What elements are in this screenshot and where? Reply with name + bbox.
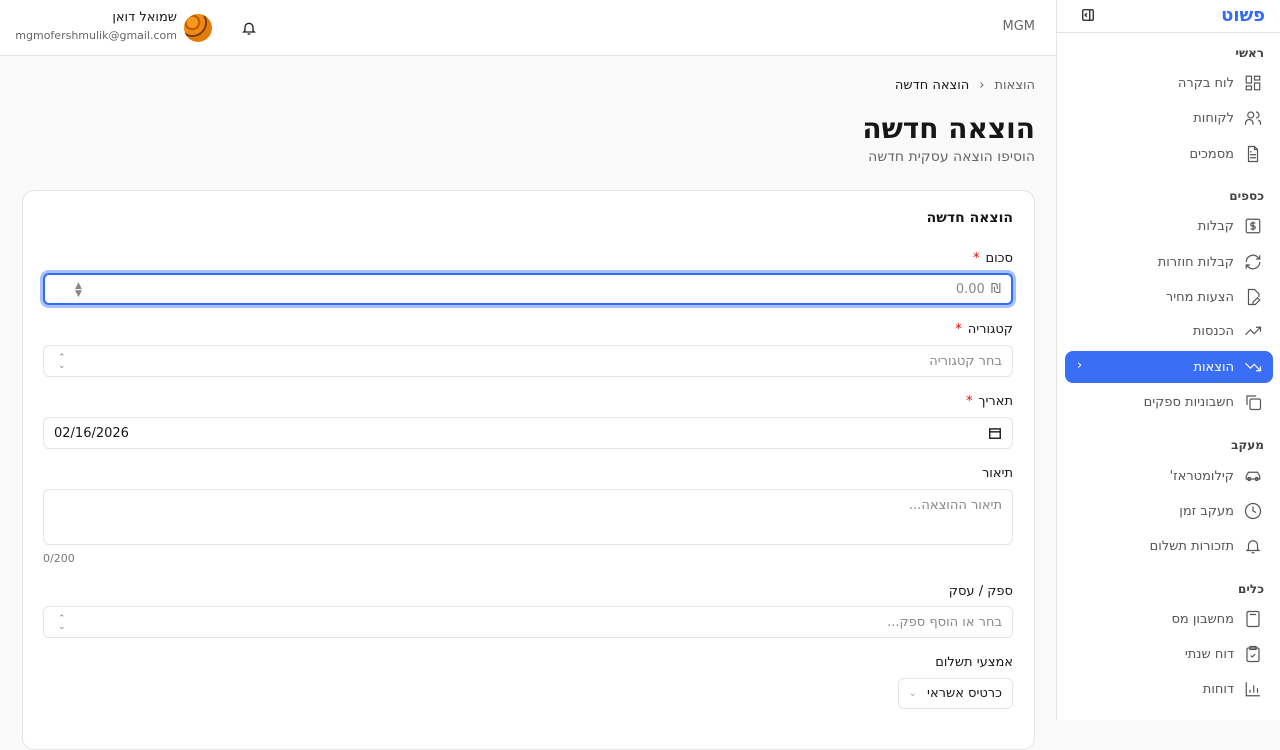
- sidebar-item[interactable]: הצעות מחיר: [1065, 281, 1273, 313]
- clipboard-check-icon: [1244, 645, 1262, 663]
- breadcrumb-current: הוצאה חדשה: [894, 78, 970, 93]
- calculator-icon: [1244, 610, 1262, 628]
- chevron-left-icon: ‹: [1077, 358, 1083, 373]
- sidebar-item[interactable]: קילומטראז': [1065, 460, 1273, 492]
- trending-down-icon: [1244, 358, 1262, 376]
- car-icon: [1244, 467, 1262, 485]
- category-label: קטגוריה*: [955, 322, 1013, 337]
- dashboard-icon: [1244, 74, 1262, 92]
- users-icon: [1244, 109, 1262, 127]
- category-select[interactable]: בחר קטגוריה ⌃ ⌄: [43, 345, 1013, 377]
- page-title: הוצאה חדשה: [862, 112, 1035, 145]
- brand-label: MGM: [1002, 19, 1035, 34]
- sidebar-item-label: תזכורות תשלום: [1149, 538, 1234, 554]
- sidebar-item-label: קבלות חוזרות: [1157, 254, 1234, 270]
- sidebar-item-label: חשבוניות ספקים: [1143, 394, 1234, 410]
- sidebar-item[interactable]: לוח בקרה: [1065, 67, 1273, 99]
- sidebar-item[interactable]: מחשבון מס: [1065, 603, 1273, 635]
- file-text-icon: [1244, 145, 1262, 163]
- sidebar-item-label: הוצאות: [1193, 359, 1234, 375]
- sidebar-section-title: מעקב: [1231, 438, 1264, 452]
- sidebar-item-label: לקוחות: [1193, 110, 1234, 126]
- avatar[interactable]: [184, 14, 212, 42]
- calendar-icon[interactable]: [988, 426, 1002, 440]
- clock-icon: [1244, 502, 1262, 520]
- chevron-left-icon: ‹: [979, 78, 985, 93]
- sidebar-item[interactable]: מעקב זמן: [1065, 495, 1273, 527]
- description-textarea[interactable]: תיאור ההוצאה...: [43, 489, 1013, 545]
- user-email: mgmofershmulik@gmail.com: [15, 29, 177, 42]
- copy-icon: [1244, 393, 1262, 411]
- expense-form-card: הוצאה חדשה סכום* ₪ 0.00 ▲ ▼ קטגוריה* בחר …: [22, 190, 1035, 750]
- sidebar-item[interactable]: תזכורות תשלום: [1065, 530, 1273, 562]
- amount-input[interactable]: ₪ 0.00 ▲ ▼: [43, 273, 1013, 305]
- sidebar-item-label: קבלות: [1197, 218, 1234, 234]
- date-label: תאריך*: [966, 394, 1013, 409]
- sidebar-item[interactable]: הכנסות: [1065, 315, 1273, 347]
- currency-symbol: ₪: [990, 281, 1001, 297]
- sidebar-item[interactable]: קבלות חוזרות: [1065, 246, 1273, 278]
- description-label: תיאור: [981, 466, 1013, 481]
- character-counter: 0/200: [43, 552, 75, 565]
- sidebar-item[interactable]: דוחות: [1065, 673, 1273, 705]
- sidebar-section-title: ראשי: [1235, 46, 1264, 60]
- sidebar-section-title: כספים: [1229, 189, 1264, 203]
- sidebar-item-label: מסמכים: [1189, 146, 1234, 162]
- sidebar-item[interactable]: מסמכים: [1065, 138, 1273, 170]
- trending-up-icon: [1244, 322, 1262, 340]
- sidebar-section-title: כלים: [1238, 582, 1264, 596]
- sidebar-item-label: לוח בקרה: [1177, 75, 1234, 91]
- chevrons-up-down-icon: ⌃ ⌄: [58, 353, 66, 371]
- vendor-label: ספק / עסק: [948, 584, 1013, 599]
- date-input[interactable]: 02/16/2026: [43, 417, 1013, 449]
- breadcrumb: הוצאות ‹ הוצאה חדשה: [895, 78, 1035, 93]
- sidebar-item[interactable]: דוח שנתי: [1065, 638, 1273, 670]
- refresh-icon: [1244, 253, 1262, 271]
- card-title: הוצאה חדשה: [926, 210, 1013, 226]
- chevrons-up-down-icon: ⌃ ⌄: [58, 614, 66, 632]
- receipt-dollar-icon: [1244, 217, 1262, 235]
- sidebar: פשוט ראשי לוח בקרה לקוחות מסמכים כספים קבלות ק…: [1056, 0, 1280, 720]
- sidebar-item-label: הכנסות: [1192, 323, 1234, 339]
- logo: פשוט: [1221, 5, 1265, 26]
- sidebar-item-label: דוחות: [1202, 681, 1234, 697]
- sidebar-item[interactable]: קבלות: [1065, 210, 1273, 242]
- bell-icon: [1244, 537, 1262, 555]
- vendor-combobox[interactable]: בחר או הוסף ספק... ⌃ ⌄: [43, 606, 1013, 638]
- payment-method-label: אמצעי תשלום: [935, 655, 1013, 670]
- sidebar-item[interactable]: הוצאות ‹: [1065, 351, 1273, 383]
- sidebar-item-label: קילומטראז': [1169, 468, 1234, 484]
- file-pen-icon: [1244, 288, 1262, 306]
- sidebar-toggle-icon[interactable]: [1081, 8, 1095, 22]
- breadcrumb-parent[interactable]: הוצאות: [994, 78, 1035, 93]
- sidebar-item-label: דוח שנתי: [1184, 646, 1234, 662]
- sidebar-item[interactable]: לקוחות: [1065, 102, 1273, 134]
- sidebar-item-label: הצעות מחיר: [1165, 289, 1234, 305]
- sidebar-item-label: מעקב זמן: [1179, 503, 1234, 519]
- chevron-down-icon: ⌄: [908, 688, 918, 699]
- number-stepper-icon[interactable]: ▲ ▼: [75, 281, 82, 299]
- sidebar-item-label: מחשבון מס: [1171, 611, 1234, 627]
- amount-placeholder: 0.00: [955, 281, 985, 297]
- page-subtitle: הוסיפו הוצאה עסקית חדשה: [868, 149, 1035, 165]
- sidebar-item[interactable]: חשבוניות ספקים: [1065, 386, 1273, 418]
- payment-method-select[interactable]: כרטיס אשראי ⌄: [897, 678, 1013, 709]
- bar-chart-icon: [1244, 680, 1262, 698]
- notifications-bell-icon[interactable]: [241, 20, 257, 36]
- top-header: MGM שמואל דואן mgmofershmulik@gmail.com: [0, 0, 1056, 56]
- amount-label: סכום*: [973, 251, 1013, 266]
- user-name: שמואל דואן: [112, 10, 177, 25]
